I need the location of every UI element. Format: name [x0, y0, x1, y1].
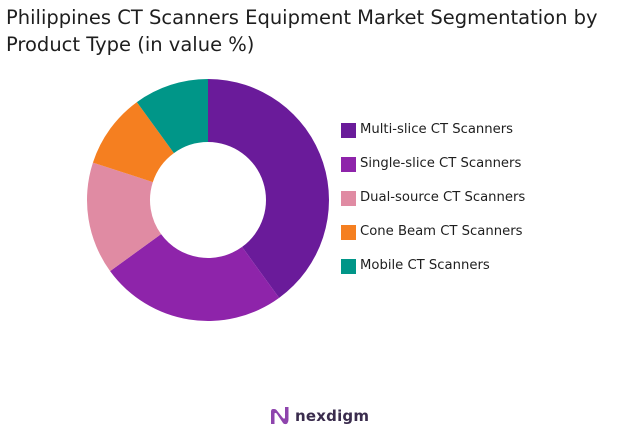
chart-legend: Multi-slice CT Scanners Single-slice CT S…	[341, 121, 525, 291]
legend-item-cone-beam-ct-scanners: Cone Beam CT Scanners	[341, 223, 525, 241]
legend-swatch	[341, 190, 356, 206]
legend-swatch	[341, 224, 356, 240]
legend-label: Single-slice CT Scanners	[360, 156, 522, 171]
slice-single-slice-ct-scanners	[110, 234, 280, 321]
slice-multi-slice-ct-scanners	[208, 79, 329, 298]
legend-label: Multi-slice CT Scanners	[360, 122, 514, 137]
legend-swatch	[341, 122, 356, 138]
slice-cone-beam-ct-scanners	[92, 102, 174, 183]
legend-swatch	[341, 156, 356, 172]
nexdigm-logo-text: nexdigm	[295, 407, 370, 425]
slice-dual-source-ct-scanners	[86, 162, 162, 272]
legend-item-single-slice-ct-scanners: Single-slice CT Scanners	[341, 155, 525, 173]
legend-item-dual-source-ct-scanners: Dual-source CT Scanners	[341, 189, 525, 207]
legend-item-mobile-ct-scanners: Mobile CT Scanners	[341, 257, 525, 275]
legend-swatch	[341, 258, 356, 274]
legend-label: Cone Beam CT Scanners	[360, 224, 523, 239]
legend-label: Dual-source CT Scanners	[360, 190, 526, 205]
legend-label: Mobile CT Scanners	[360, 258, 490, 273]
chart-title: Philippines CT Scanners Equipment Market…	[6, 6, 598, 56]
legend-item-multi-slice-ct-scanners: Multi-slice CT Scanners	[341, 121, 525, 139]
nexdigm-n-logo-icon	[271, 407, 289, 425]
nexdigm-logo: nexdigm	[270, 405, 369, 427]
slice-mobile-ct-scanners	[136, 79, 208, 154]
